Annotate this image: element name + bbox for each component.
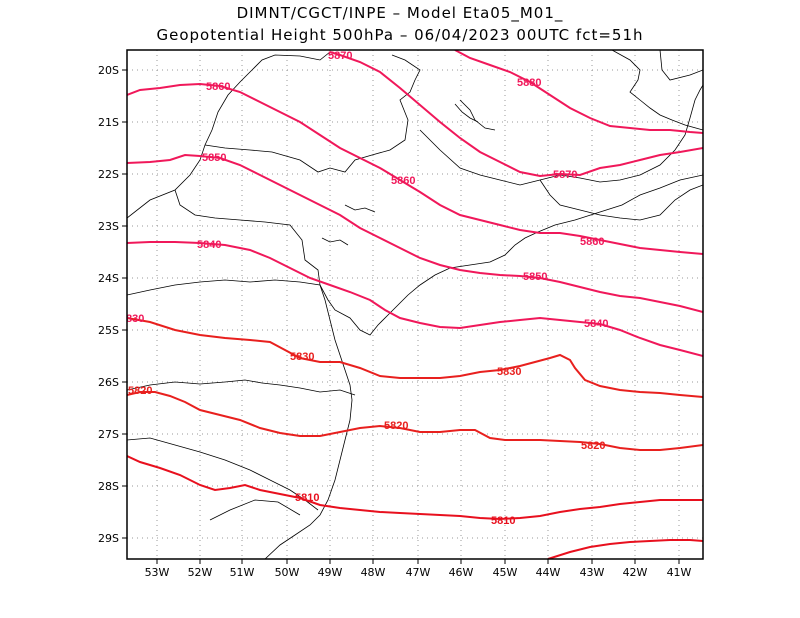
lat-label: 22S bbox=[98, 168, 119, 181]
contour-label: 5830 bbox=[497, 366, 521, 378]
contour-label: 5840 bbox=[197, 239, 221, 251]
contour-label: 5880 bbox=[517, 77, 541, 89]
contour-5860-west bbox=[127, 82, 703, 255]
lat-label: 29S bbox=[98, 532, 119, 545]
lon-label: 41W bbox=[667, 566, 692, 579]
contour-labels: 5870 5880 5860 5850 5860 5870 5840 5860 … bbox=[126, 50, 608, 527]
contour-label: 5850 bbox=[523, 271, 547, 283]
lon-label: 50W bbox=[275, 566, 300, 579]
lat-label: 28S bbox=[98, 480, 119, 493]
contour-label: 5820 bbox=[581, 440, 605, 452]
contour-label: 5830 bbox=[290, 351, 314, 363]
lon-label: 49W bbox=[318, 566, 343, 579]
lon-label: 51W bbox=[230, 566, 255, 579]
contour-label: 830 bbox=[126, 313, 144, 325]
contour-label: 5810 bbox=[491, 515, 515, 527]
contour-5810 bbox=[127, 455, 703, 521]
lat-label: 20S bbox=[98, 64, 119, 77]
contour-label: 5860 bbox=[391, 175, 415, 187]
longitude-labels: 53W 52W 51W 50W 49W 48W 47W 46W 45W 44W … bbox=[145, 566, 692, 579]
lon-label: 45W bbox=[493, 566, 518, 579]
contour-label: 5870 bbox=[553, 169, 577, 181]
contour-lines bbox=[127, 50, 703, 559]
contour-5830 bbox=[127, 317, 703, 398]
longitude-ticks bbox=[156, 559, 680, 564]
grid-lines bbox=[127, 50, 703, 559]
contour-5870 bbox=[329, 51, 703, 178]
lat-label: 23S bbox=[98, 220, 119, 233]
map-title-line1: DIMNT/CGCT/INPE – Model Eta05_M01_ bbox=[236, 4, 564, 22]
lon-label: 46W bbox=[449, 566, 474, 579]
lon-label: 47W bbox=[406, 566, 431, 579]
contour-5840-west bbox=[127, 241, 703, 357]
map-title-line2: Geopotential Height 500hPa – 06/04/2023 … bbox=[156, 26, 644, 44]
contour-label: 5820 bbox=[128, 385, 152, 397]
lon-label: 48W bbox=[361, 566, 386, 579]
contour-5800 bbox=[547, 539, 703, 559]
lon-label: 42W bbox=[623, 566, 648, 579]
lat-label: 26S bbox=[98, 376, 119, 389]
contour-label: 5860 bbox=[206, 81, 230, 93]
contour-label: 5870 bbox=[328, 50, 352, 62]
lon-label: 44W bbox=[536, 566, 561, 579]
coastline-and-borders bbox=[127, 50, 703, 559]
lon-label: 52W bbox=[188, 566, 213, 579]
contour-label: 5810 bbox=[295, 492, 319, 504]
lat-label: 27S bbox=[98, 428, 119, 441]
contour-label: 5850 bbox=[202, 152, 226, 164]
contour-5850 bbox=[127, 153, 703, 313]
lon-label: 43W bbox=[580, 566, 605, 579]
lat-label: 24S bbox=[98, 272, 119, 285]
contour-5820 bbox=[127, 391, 703, 451]
lon-label: 53W bbox=[145, 566, 170, 579]
contour-5880 bbox=[454, 50, 703, 134]
contour-label: 5820 bbox=[384, 420, 408, 432]
contour-label: 5860 bbox=[580, 236, 604, 248]
contour-label: 5840 bbox=[584, 318, 608, 330]
lat-label: 25S bbox=[98, 324, 119, 337]
lat-label: 21S bbox=[98, 116, 119, 129]
map-frame bbox=[126, 49, 704, 560]
latitude-labels: 20S 21S 22S 23S 24S 25S 26S 27S 28S 29S bbox=[98, 64, 119, 545]
latitude-ticks bbox=[122, 69, 127, 539]
